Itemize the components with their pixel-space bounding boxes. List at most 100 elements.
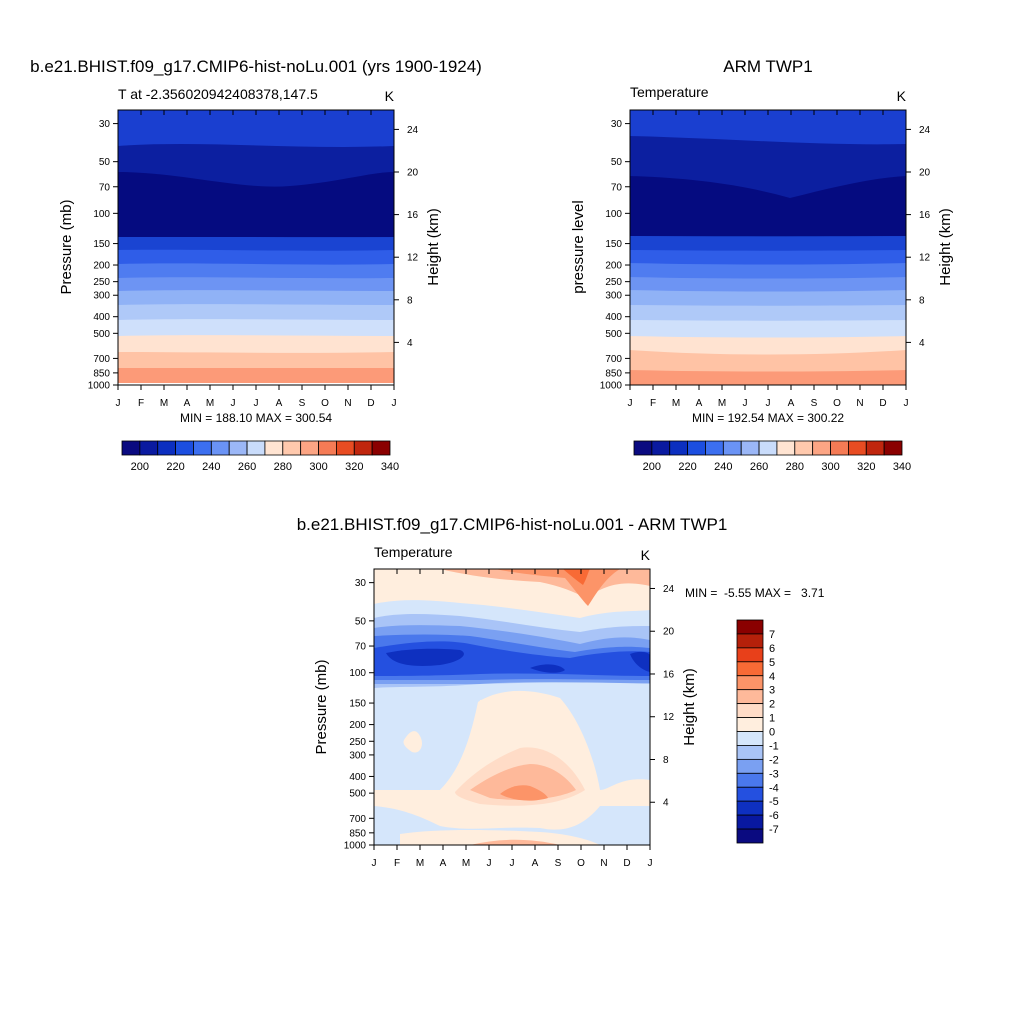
x-tick-label: A [532, 858, 539, 869]
y-tick-label: 300 [93, 291, 110, 302]
panel-model-colorbar: 200 220 240 260 280 300 320 340 [121, 440, 399, 473]
y-tick-label: 250 [349, 737, 366, 748]
colorbar-swatch [776, 440, 796, 456]
panel-diff-left-label: Temperature [374, 544, 453, 560]
colorbar-label: 300 [821, 461, 839, 473]
y-tick-label: 400 [605, 312, 622, 323]
y-tick-label: 1000 [88, 381, 111, 392]
y-tick-label: 250 [93, 277, 110, 288]
x-tick-label: M [462, 858, 470, 869]
x-tick-label: N [856, 398, 863, 409]
y-tick-label: 50 [99, 157, 111, 168]
panel-diff: b.e21.BHIST.f09_g17.CMIP6-hist-noLu.001 … [297, 515, 825, 869]
band [403, 731, 423, 753]
x-tick-label: O [833, 398, 841, 409]
y-tick-right-label: 12 [919, 253, 931, 264]
panel-model-left-label: T at -2.356020942408378,147.5 [118, 86, 318, 102]
x-tick-label: D [367, 398, 374, 409]
x-tick-label: A [696, 398, 703, 409]
panel-obs-ylabel-right: Height (km) [937, 208, 954, 286]
y-tick-label: 1000 [600, 381, 623, 392]
y-tick-right-label: 20 [407, 168, 419, 179]
colorbar-label: 260 [750, 461, 768, 473]
y-tick-label: 200 [349, 720, 366, 731]
colorbar-swatch [736, 786, 764, 802]
panel-obs-colorbar: 200 220 240 260 280 300 320 340 [633, 440, 911, 473]
y-tick-label: 150 [605, 239, 622, 250]
x-tick-label: J [766, 398, 771, 409]
colorbar-label: 340 [381, 461, 399, 473]
x-tick-label: M [718, 398, 726, 409]
x-tick-label: J [487, 858, 492, 869]
colorbar-label: 3 [769, 685, 775, 697]
band [118, 110, 394, 147]
band [118, 383, 394, 385]
colorbar-swatch [736, 633, 764, 649]
y-tick-label: 100 [93, 209, 110, 220]
colorbar-swatch [812, 440, 831, 456]
x-tick-label: A [440, 858, 447, 869]
colorbar-swatch [736, 675, 764, 691]
colorbar-swatch [736, 772, 764, 788]
colorbar-swatch [736, 717, 764, 732]
x-tick-label: N [344, 398, 351, 409]
y-tick-label: 100 [605, 209, 622, 220]
y-tick-label: 500 [605, 329, 622, 340]
colorbar-label: 0 [769, 727, 775, 739]
panel-obs-ylabel: pressure level [570, 200, 587, 293]
band [530, 664, 565, 673]
x-tick-label: J [231, 398, 236, 409]
y-tick-label: 850 [605, 368, 622, 379]
x-tick-label: J [372, 858, 377, 869]
colorbar-swatch [736, 689, 764, 705]
panel-diff-ylabel: Pressure (mb) [313, 659, 330, 754]
y-tick-right-label: 8 [407, 295, 413, 306]
y-tick-right-label: 4 [919, 338, 925, 349]
panel-diff-title: b.e21.BHIST.f09_g17.CMIP6-hist-noLu.001 … [297, 515, 728, 534]
colorbar-swatch [865, 440, 885, 456]
panel-obs-right-label: K [897, 88, 907, 104]
colorbar-swatch [139, 440, 159, 456]
colorbar-swatch [736, 703, 764, 718]
x-tick-label: M [672, 398, 680, 409]
y-tick-label: 50 [611, 157, 623, 168]
band [470, 839, 560, 845]
colorbar-swatch [736, 661, 764, 677]
x-tick-label: S [299, 398, 306, 409]
colorbar-swatch [264, 440, 284, 456]
y-tick-right-label: 8 [663, 755, 669, 766]
x-tick-label: D [879, 398, 886, 409]
x-tick-label: N [600, 858, 607, 869]
colorbar-label: 320 [857, 461, 875, 473]
panel-model: b.e21.BHIST.f09_g17.CMIP6-hist-noLu.001 … [30, 57, 482, 473]
x-tick-label: J [254, 398, 259, 409]
colorbar-swatch [669, 440, 689, 456]
colorbar-swatch [758, 440, 778, 456]
panel-diff-stats: MIN = -5.55 MAX = 3.71 [685, 586, 825, 600]
colorbar-label: 260 [238, 461, 256, 473]
x-tick-label: J [510, 858, 515, 869]
colorbar-swatch [282, 440, 302, 456]
y-tick-label: 400 [93, 312, 110, 323]
panel-obs-left-label: Temperature [630, 84, 709, 100]
colorbar-label: 240 [714, 461, 732, 473]
colorbar-swatch [736, 758, 764, 774]
band [630, 651, 650, 672]
colorbar-swatch [736, 745, 764, 760]
panel-obs-y-axis: 30 50 70 100 150 200 250 300 400 500 700 850 1000 4 8 1… [600, 119, 931, 391]
colorbar-label: -2 [769, 754, 779, 766]
colorbar-label: 340 [893, 461, 911, 473]
y-tick-label: 150 [349, 699, 366, 710]
panel-obs-contours [630, 110, 906, 385]
colorbar-label: 200 [131, 461, 149, 473]
y-tick-right-label: 20 [663, 627, 675, 638]
x-tick-label: F [650, 398, 656, 409]
x-tick-label: O [577, 858, 585, 869]
y-tick-label: 300 [605, 291, 622, 302]
colorbar-swatch [740, 440, 760, 456]
band [470, 764, 576, 800]
y-tick-label: 70 [99, 182, 111, 193]
y-tick-label: 300 [349, 750, 366, 761]
colorbar-label: 7 [769, 629, 775, 641]
